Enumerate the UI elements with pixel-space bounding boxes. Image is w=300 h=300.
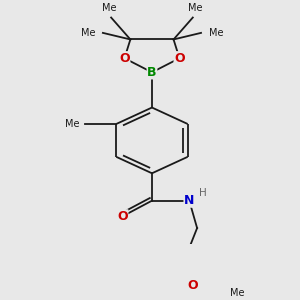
Text: H: H	[199, 188, 207, 198]
Text: Me: Me	[188, 3, 202, 13]
Text: Me: Me	[230, 288, 244, 298]
Text: O: O	[119, 52, 130, 65]
Text: Me: Me	[102, 3, 116, 13]
Text: O: O	[117, 210, 128, 223]
Text: Me: Me	[80, 28, 95, 38]
Text: Me: Me	[65, 119, 80, 129]
Text: N: N	[184, 194, 194, 207]
Text: O: O	[188, 279, 199, 292]
Text: Me: Me	[209, 28, 224, 38]
Text: B: B	[147, 66, 157, 79]
Text: O: O	[174, 52, 185, 65]
